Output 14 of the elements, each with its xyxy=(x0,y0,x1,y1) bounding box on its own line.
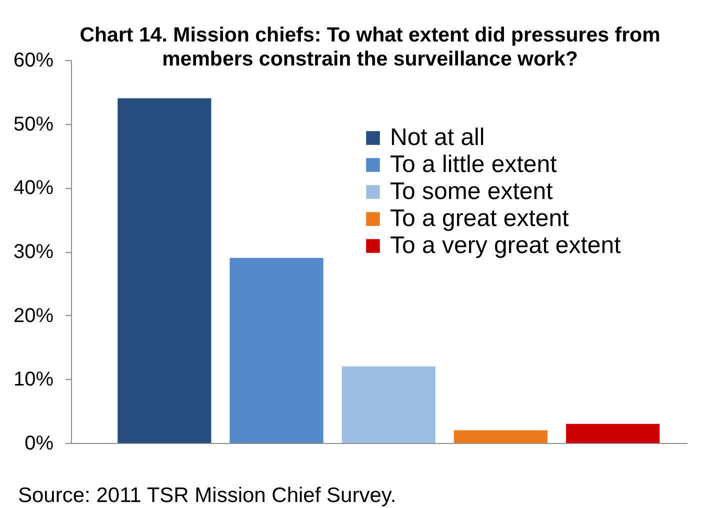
y-tick-label: 0% xyxy=(24,432,54,454)
source-note: Source: 2011 TSR Mission Chief Survey. xyxy=(18,484,396,507)
y-tick-label: 30% xyxy=(13,241,54,263)
y-tick-label: 10% xyxy=(13,368,54,391)
y-tick-label: 20% xyxy=(13,304,54,327)
y-tick-label: 40% xyxy=(13,177,54,200)
legend-label: To a very great extent xyxy=(390,232,622,259)
legend-label: To some extent xyxy=(390,178,554,205)
y-tick-label: 50% xyxy=(13,113,54,136)
legend-label: Not at all xyxy=(390,124,485,151)
y-tick-label: 60% xyxy=(13,50,54,72)
legend-label: To a great extent xyxy=(390,205,570,232)
legend-label: To a little extent xyxy=(390,151,558,178)
chart-title: Chart 14. Mission chiefs: To what extent did pressures from members constrain the surveillance work? xyxy=(80,24,660,70)
